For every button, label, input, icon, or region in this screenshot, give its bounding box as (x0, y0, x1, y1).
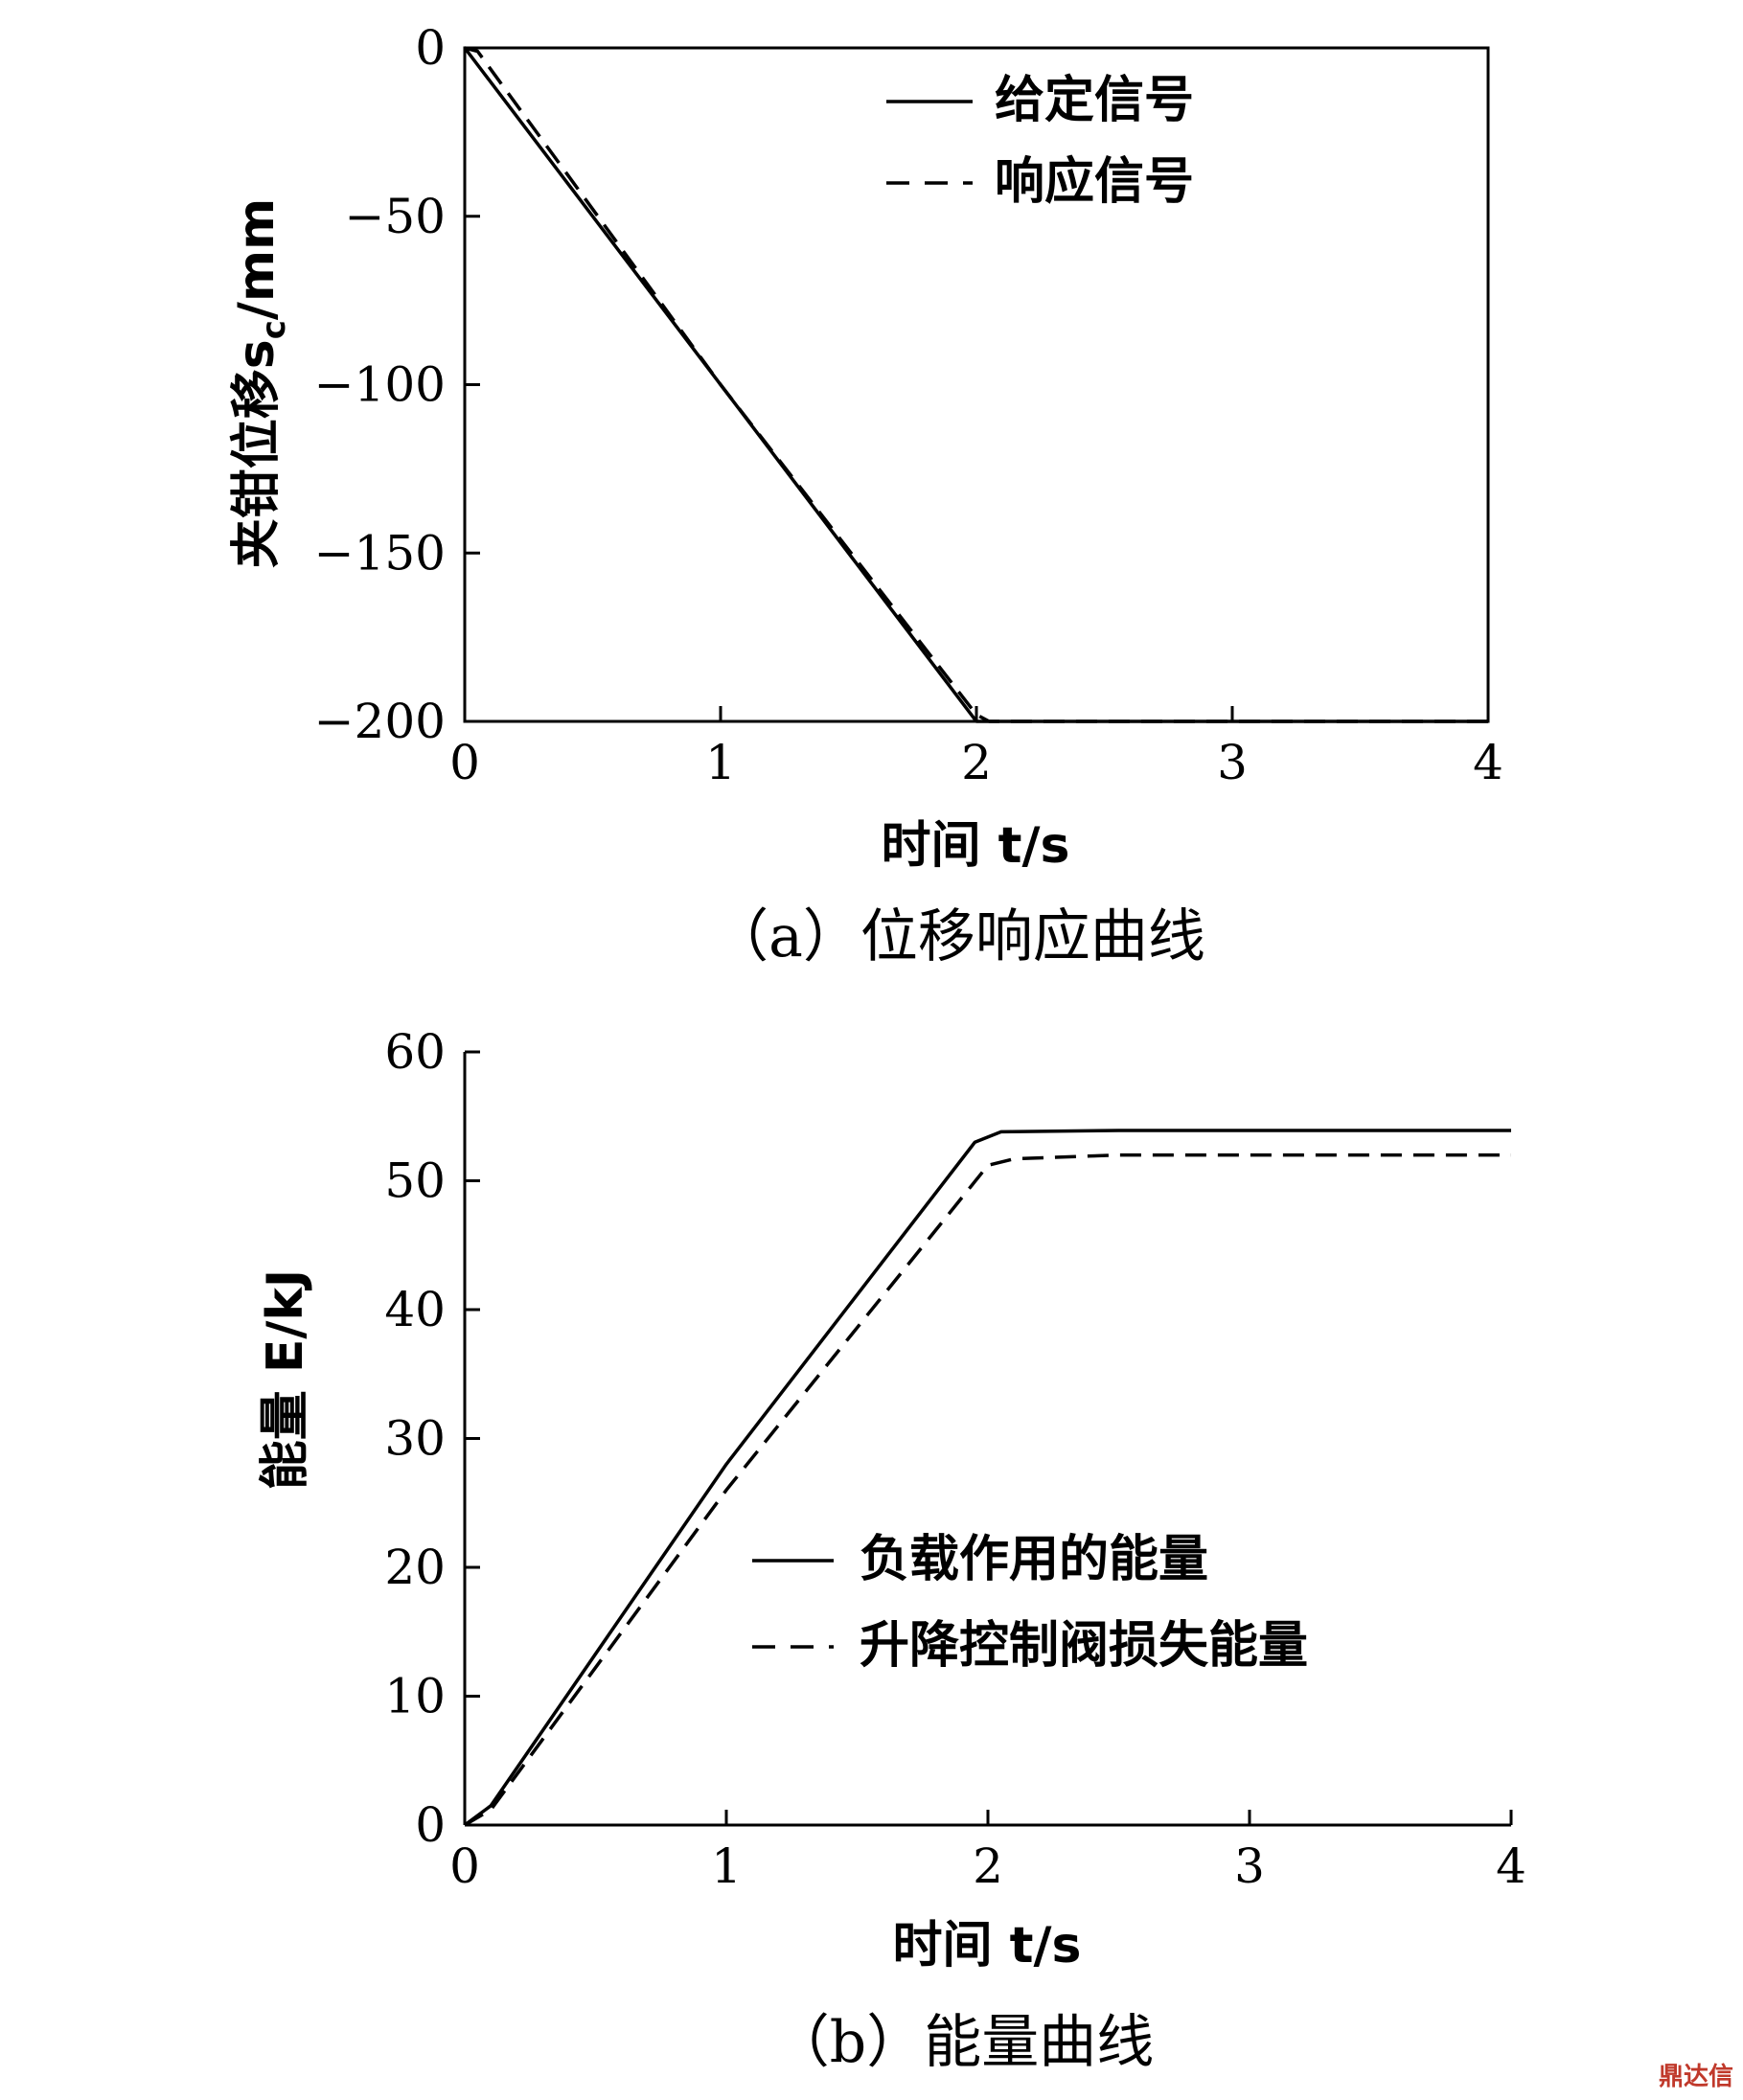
watermark-logo: 鼎达信 (1658, 2063, 1733, 2091)
series-line-2 (464, 1153, 1511, 1827)
y-tick-label: −100 (314, 357, 446, 413)
x-tick-label: 3 (1234, 1838, 1265, 1894)
series-line-1 (463, 46, 1488, 723)
y-tick-label: 50 (384, 1153, 446, 1209)
chart-b-caption: （b）能量曲线 (772, 2009, 1154, 2076)
chart-a-y-axis-label: 夹钳位移sc/mm (228, 198, 293, 568)
y-tick-label: −150 (314, 525, 446, 581)
y-tick-label: 0 (415, 20, 446, 76)
x-tick-label: 4 (1496, 1838, 1526, 1894)
y-tick-label: 0 (415, 1797, 446, 1853)
chart-a-caption: （a）位移响应曲线 (711, 903, 1205, 970)
series-line-2 (464, 46, 1488, 723)
legend-label-2: 升降控制阀损失能量 (860, 1617, 1308, 1675)
x-tick-label: 3 (1217, 735, 1248, 790)
y-tick-label: −50 (344, 189, 446, 244)
series-line-1 (463, 1129, 1511, 1827)
chart-a-plot-frame (463, 46, 1490, 723)
chart-b-x-axis-label: 时间 t/s (893, 1917, 1082, 1974)
legend-label-2: 响应信号 (995, 153, 1194, 211)
chart-b-series (463, 1129, 1511, 1827)
x-tick-label: 1 (705, 735, 736, 790)
chart-a-ticks: 0 1 2 3 4 0 −50 −100 −150 −200 (314, 20, 1503, 790)
y-tick-label: 30 (384, 1411, 446, 1467)
y-tick-label: 10 (384, 1669, 446, 1724)
legend-label-1: 负载作用的能量 (860, 1531, 1208, 1588)
chart-a-x-axis-label: 时间 t/s (882, 817, 1070, 875)
y-tick-label: 40 (384, 1282, 446, 1337)
x-tick-label: 1 (711, 1838, 742, 1894)
y-tick-label: 60 (384, 1024, 446, 1080)
chart-b-y-axis-label: 能量 E/kJ (257, 1269, 314, 1491)
chart-a-series (463, 46, 1488, 723)
x-tick-label: 2 (973, 1838, 1003, 1894)
x-tick-label: 2 (961, 735, 992, 790)
y-tick-label: 20 (384, 1540, 446, 1595)
x-tick-label: 0 (449, 1838, 480, 1894)
y-tick-label: −200 (314, 694, 446, 749)
legend-label-1: 给定信号 (995, 72, 1194, 129)
x-tick-label: 4 (1473, 735, 1503, 790)
x-tick-label: 0 (449, 735, 480, 790)
